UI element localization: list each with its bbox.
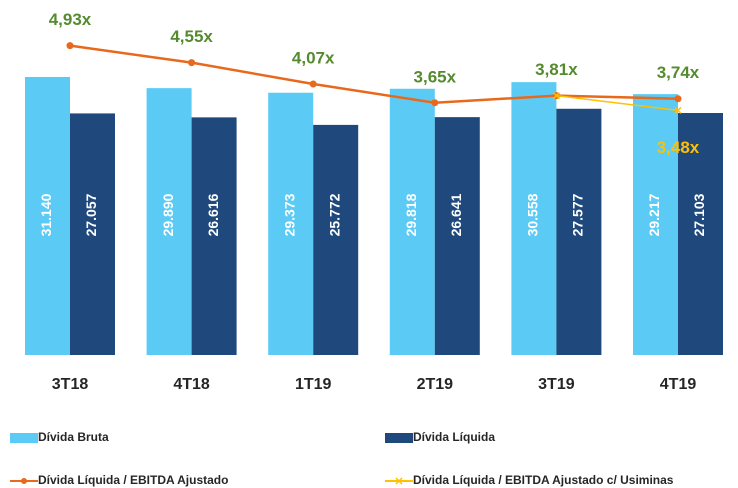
bar-value-label: 26.616 [205,193,221,236]
legend-marker [21,478,27,484]
line-value-label: 4,07x [292,49,335,68]
bar-value-label: 27.103 [691,193,707,236]
bar-value-label: 29.217 [646,193,662,236]
line-value-label: 3,74x [657,63,700,82]
x-tick-label: 3T18 [52,376,89,393]
line-marker [552,92,560,100]
line [556,94,679,112]
legend-label: Dívida Líquida [413,430,495,444]
bar [191,117,237,355]
legend-label: Dívida Líquida / EBITDA Ajustado [38,473,228,487]
legend-label: Dívida Bruta [38,430,109,444]
bar [511,82,557,356]
line-marker [188,59,196,67]
bar-value-label: 27.577 [570,193,586,236]
line-value-label: 4,55x [170,27,213,46]
bar-value-label: 26.641 [448,193,464,236]
bar [434,117,480,355]
legend-swatch [385,433,413,443]
line-value-label: 3,48x [657,138,700,157]
line-marker [674,106,682,114]
line [69,44,679,105]
line-value-label: 3,65x [414,67,457,86]
bar [146,88,192,355]
line-value-label: 4,93x [49,10,92,29]
x-tick-label: 1T19 [295,376,332,393]
bar [678,113,723,355]
bar [313,124,359,356]
line-marker [66,42,74,50]
legend-marker [395,477,403,485]
bar-value-label: 30.558 [525,193,541,236]
x-tick-label: 3T19 [538,376,575,393]
bar [389,88,435,356]
bar-value-label: 27.057 [83,193,99,236]
x-tick-label: 4T19 [660,376,697,393]
x-tick-label: 2T19 [417,376,454,393]
bar [268,92,314,355]
bar [25,76,70,355]
line-marker [309,80,317,88]
legend-label: Dívida Líquida / EBITDA Ajustado c/ Usim… [413,473,674,487]
bar-value-label: 29.373 [281,193,297,236]
bar-value-label: 29.890 [160,193,176,236]
legend-swatch [10,433,38,443]
bar [633,94,678,356]
bar [556,108,602,355]
bar-value-label: 25.772 [326,193,342,236]
bar-value-label: 31.140 [38,193,54,236]
line-marker [674,95,682,103]
x-tick-label: 4T18 [173,376,210,393]
bar [70,113,115,355]
bar-value-label: 29.818 [403,193,419,236]
line-value-label: 3,81x [535,60,578,79]
line-marker [431,99,439,107]
